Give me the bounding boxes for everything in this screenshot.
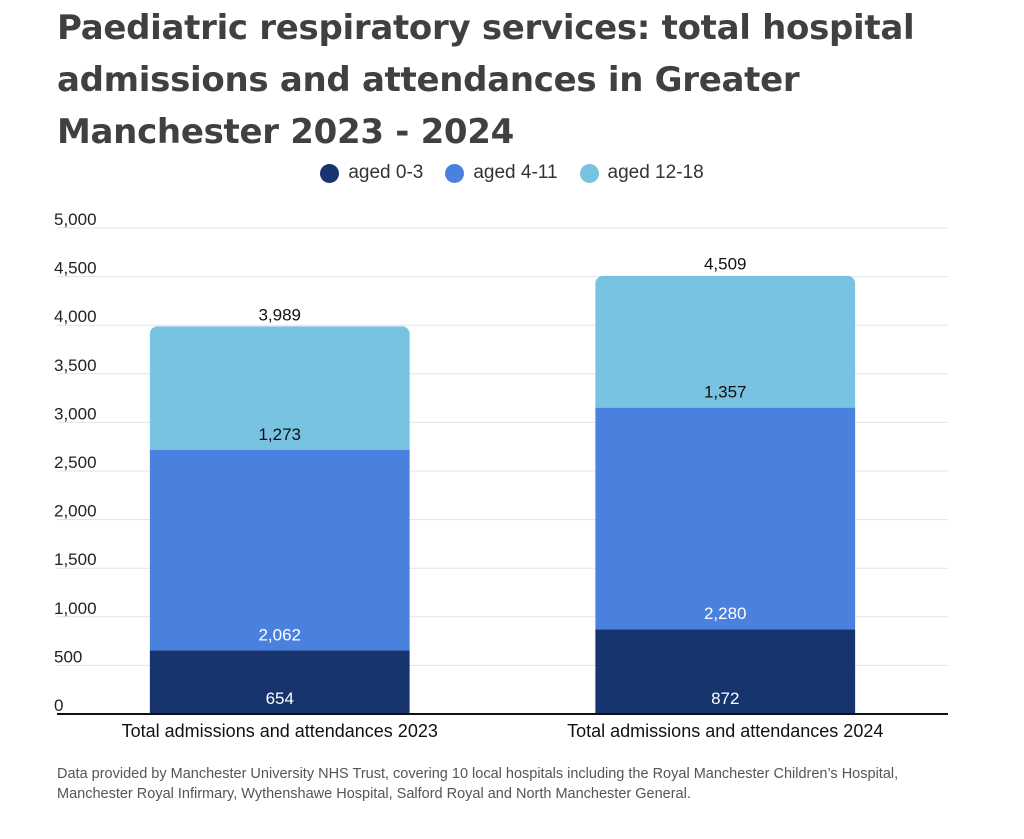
bar-segment <box>149 326 410 451</box>
y-tick-label: 3,000 <box>54 404 97 423</box>
legend-label-aged-12-18: aged 12-18 <box>607 162 704 183</box>
legend-swatch-aged-0-3 <box>320 163 340 183</box>
bar-data-label: 1,273 <box>258 425 301 444</box>
bar-data-label: 2,280 <box>704 604 747 623</box>
legend-item-aged-4-11: aged 4-11 <box>445 162 558 184</box>
bar-segment <box>595 629 856 714</box>
chart-title: Paediatric respiratory services: total h… <box>57 8 915 152</box>
x-category-label: Total admissions and attendances 2023 <box>122 721 438 741</box>
y-tick-label: 2,500 <box>54 453 97 472</box>
source-note: Data provided by Manchester University N… <box>57 766 899 802</box>
y-tick-label: 4,000 <box>54 307 97 326</box>
bar-data-label: 872 <box>711 689 739 708</box>
bar-total-label: 3,989 <box>258 305 301 324</box>
bar-data-label: 1,357 <box>704 383 747 402</box>
y-tick-label: 5,000 <box>54 210 97 229</box>
legend-item-aged-0-3: aged 0-3 <box>320 162 423 184</box>
y-tick-label: 1,500 <box>54 550 97 569</box>
y-tick-label: 500 <box>54 647 82 666</box>
bar-segment <box>595 407 856 630</box>
stacked-bar-chart: 0 500 1,000 1,500 2,000 2,500 3,000 3,500 4,000 4… <box>54 210 948 741</box>
bar-data-label: 654 <box>266 689 294 708</box>
legend-swatch-aged-4-11 <box>445 163 465 183</box>
y-tick-label: 4,500 <box>54 259 97 278</box>
y-tick-label: 0 <box>54 696 63 715</box>
legend-swatch-aged-12-18 <box>579 163 599 183</box>
y-tick-label: 3,500 <box>54 356 97 375</box>
legend-label-aged-0-3: aged 0-3 <box>348 162 424 183</box>
bar-segment <box>149 450 410 651</box>
y-tick-label: 1,000 <box>54 599 97 618</box>
bar-segment <box>595 275 856 408</box>
legend-item-aged-12-18: aged 12-18 <box>579 162 704 184</box>
bar-data-label: 2,062 <box>258 625 301 644</box>
y-tick-label: 2,000 <box>54 502 97 521</box>
bar-segment <box>149 650 410 714</box>
x-category-label: Total admissions and attendances 2024 <box>567 721 883 741</box>
chart-legend: aged 0-3 aged 4-11 aged 12-18 <box>0 162 1024 184</box>
bar-total-label: 4,509 <box>704 255 747 274</box>
legend-label-aged-4-11: aged 4-11 <box>473 162 558 183</box>
